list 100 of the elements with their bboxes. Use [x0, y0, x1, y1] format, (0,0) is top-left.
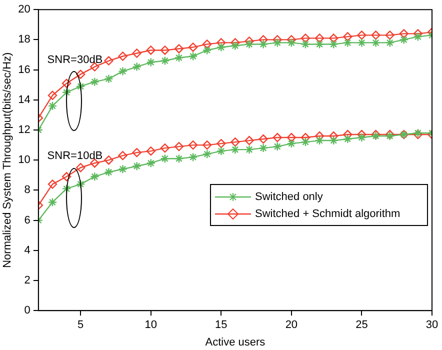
y-tick-label: 4	[24, 244, 30, 256]
y-tick-label: 12	[18, 124, 30, 136]
point	[48, 198, 58, 207]
point	[230, 137, 240, 147]
point	[272, 38, 282, 48]
point	[202, 40, 212, 49]
point	[202, 46, 212, 55]
point	[104, 56, 114, 66]
legend-label: Switched only	[255, 190, 323, 203]
point	[216, 138, 226, 148]
x-tick-label: 20	[285, 319, 298, 332]
point	[286, 38, 296, 48]
point	[343, 32, 352, 42]
point	[90, 172, 100, 182]
y-tick-label: 10	[18, 154, 30, 166]
point	[399, 29, 408, 38]
point	[132, 62, 142, 72]
point	[160, 56, 170, 66]
x-tick-label: 30	[426, 319, 438, 332]
annotation: SNR=30dB	[47, 54, 103, 66]
point	[371, 30, 380, 40]
point	[160, 154, 170, 164]
point	[174, 53, 184, 62]
point	[188, 140, 198, 150]
y-tick-label: 2	[24, 274, 30, 287]
y-tick-label: 6	[24, 214, 30, 226]
point	[132, 48, 142, 58]
point	[314, 40, 324, 49]
point	[146, 58, 156, 67]
point	[188, 42, 198, 52]
point	[174, 154, 184, 164]
point	[286, 138, 296, 148]
point	[357, 38, 366, 48]
y-tick-label: 18	[18, 34, 30, 46]
y-tick-label: 20	[18, 4, 30, 16]
point	[258, 143, 268, 153]
point	[132, 162, 142, 171]
point	[48, 90, 58, 100]
point	[314, 34, 324, 43]
point	[357, 30, 366, 40]
point	[244, 144, 254, 154]
point	[329, 40, 338, 49]
point	[76, 163, 86, 172]
point	[76, 82, 86, 91]
point	[371, 38, 380, 48]
point	[244, 40, 254, 49]
point	[202, 149, 212, 159]
point	[174, 44, 184, 54]
point	[48, 180, 58, 189]
point	[62, 78, 72, 88]
x-tick-label: 5	[78, 319, 84, 332]
y-axis-title: Normalized System Throughput(bits/sec/Hz)	[2, 52, 14, 268]
point	[385, 38, 394, 48]
point	[62, 184, 72, 194]
point	[300, 34, 310, 43]
point	[202, 140, 212, 150]
point	[413, 32, 423, 42]
point	[118, 150, 128, 160]
point	[132, 148, 142, 158]
legend-label: Switched + Schmidt algorithm	[255, 208, 400, 220]
annotation: SNR=10dB	[47, 150, 103, 162]
y-tick-label: 14	[18, 94, 30, 106]
point	[314, 136, 324, 146]
point	[286, 132, 296, 142]
point	[76, 180, 86, 189]
y-tick-label: 8	[24, 184, 30, 196]
point	[48, 101, 58, 111]
point	[258, 134, 268, 144]
x-tick-label: 10	[144, 319, 158, 332]
point	[160, 46, 170, 55]
y-tick-label: 16	[18, 64, 30, 76]
point	[399, 35, 408, 44]
point	[188, 152, 198, 162]
point	[300, 40, 310, 49]
point	[62, 88, 72, 97]
y-tick-label: 0	[24, 304, 30, 317]
point	[343, 38, 352, 48]
point	[216, 146, 226, 156]
point	[343, 134, 352, 144]
point	[90, 77, 100, 86]
x-axis-title: Active users	[205, 336, 266, 348]
point	[216, 42, 226, 52]
x-tick-label: 25	[356, 319, 368, 332]
point	[76, 70, 86, 79]
point	[146, 46, 156, 55]
point	[160, 143, 170, 153]
point	[230, 41, 240, 50]
point	[146, 146, 156, 156]
point	[104, 74, 114, 84]
point	[230, 144, 240, 154]
point	[329, 34, 338, 43]
point	[244, 136, 254, 146]
point	[62, 172, 72, 182]
point	[272, 142, 282, 152]
point	[329, 136, 338, 146]
point	[385, 30, 394, 40]
point	[118, 164, 128, 174]
point	[300, 137, 310, 147]
point	[174, 142, 184, 152]
point	[104, 156, 114, 165]
